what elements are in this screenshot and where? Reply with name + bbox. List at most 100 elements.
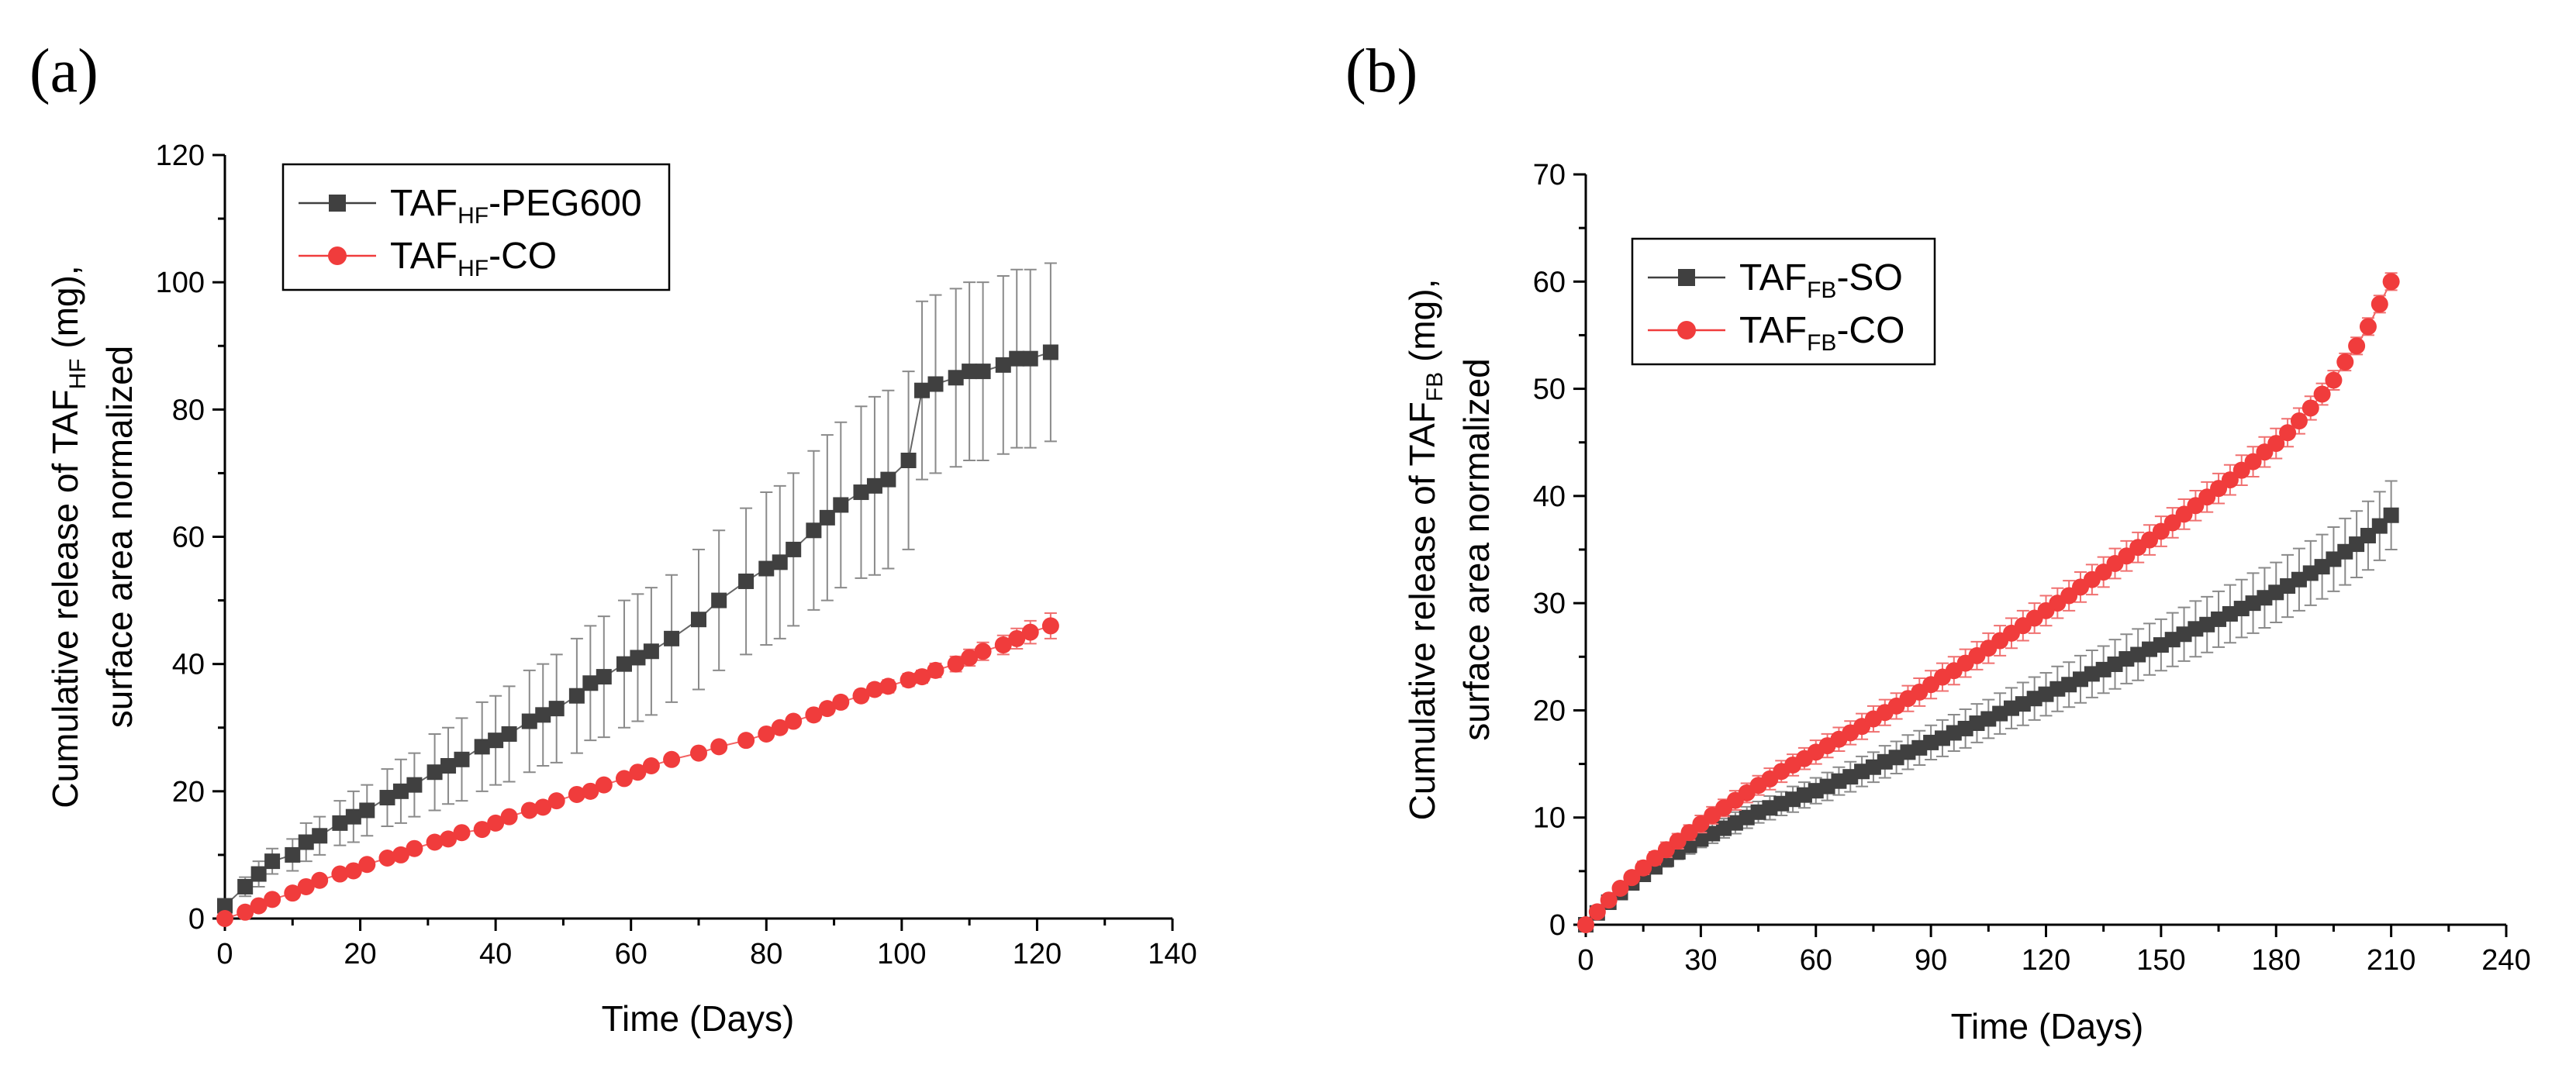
data-point: [1042, 344, 1058, 360]
series-b-1: [1577, 272, 2400, 933]
y-axis-title-line2: surface area normalized: [1456, 358, 1497, 740]
data-point: [615, 770, 633, 788]
data-point: [866, 477, 882, 494]
chart-panel-a: (a) 0 20 40 60 80 100 120 140 0 20 40 60 80 100 120 Time…: [29, 37, 1197, 1039]
data-point: [948, 370, 964, 386]
data-point: [2371, 295, 2388, 313]
data-point: [2244, 453, 2262, 471]
data-point: [345, 808, 361, 825]
data-point: [1577, 916, 1594, 933]
data-point: [2325, 371, 2343, 389]
data-point: [1600, 891, 1618, 909]
data-point: [947, 655, 965, 673]
y-tick-label: 120: [156, 140, 205, 172]
data-point: [440, 758, 457, 774]
legend-marker-circle: [1677, 321, 1696, 340]
data-point: [284, 884, 302, 902]
data-point: [880, 471, 896, 488]
data-point: [440, 830, 458, 848]
data-point: [643, 643, 659, 660]
y-tick-label: 20: [172, 776, 205, 808]
chart-panel-b: (b) 0 30 60 90 120 150 180 210 240 0 10 20 30 40 50 60 70…: [1345, 37, 2531, 1046]
data-point: [2290, 412, 2308, 430]
legend-label-suffix: -CO: [489, 236, 557, 277]
y-axis-title-line1: Cumulative release of TAFHF (mg),: [45, 265, 91, 808]
y-axis-title-line1: Cumulative release of TAFFB (mg),: [1402, 279, 1448, 821]
y-axis-title-line1-suffix: (mg),: [1402, 279, 1442, 372]
legend-marker-square: [329, 195, 346, 212]
x-tick-label: 180: [2252, 944, 2301, 977]
data-point: [568, 785, 585, 803]
data-point: [378, 850, 396, 867]
data-point: [237, 903, 254, 921]
data-point: [331, 865, 349, 883]
data-point: [453, 824, 471, 842]
data-point: [833, 497, 849, 513]
legend-label-main: TAF: [390, 236, 458, 277]
legend-label-main: TAF: [390, 183, 458, 224]
data-point: [913, 668, 931, 686]
x-tick-label: 140: [1148, 938, 1196, 970]
series-a-1: [216, 612, 1059, 927]
legend-label: TAFFB-SO: [1739, 257, 1903, 303]
data-point: [2336, 353, 2354, 371]
data-point: [1635, 859, 1652, 877]
y-tick-label: 40: [172, 649, 205, 681]
data-point: [312, 828, 328, 844]
y-tick-label: 30: [1533, 588, 1566, 620]
legend-box: [1631, 237, 1936, 366]
data-point: [379, 790, 395, 806]
data-point: [426, 764, 443, 781]
x-tick-label: 20: [344, 938, 376, 970]
y-axis-title-line1-main: Cumulative release of TAF: [1402, 402, 1442, 820]
legend-label-subscript: HF: [458, 203, 489, 229]
data-point: [534, 798, 552, 816]
data-point: [216, 910, 233, 927]
data-point: [520, 801, 538, 819]
data-point: [975, 364, 991, 380]
data-point: [297, 877, 315, 895]
data-point: [473, 821, 491, 839]
data-point: [2383, 507, 2399, 523]
data-point: [500, 808, 518, 826]
data-point: [927, 376, 944, 392]
data-point: [2267, 435, 2285, 453]
data-point: [237, 878, 254, 894]
data-point: [2382, 273, 2400, 291]
data-point: [995, 357, 1011, 373]
x-tick-label: 60: [1800, 944, 1832, 977]
y-axis-title-line1-subscript: FB: [1422, 372, 1448, 402]
data-point: [487, 814, 505, 832]
data-point: [819, 509, 835, 526]
data-point: [737, 732, 755, 750]
x-tick-label: 60: [615, 938, 647, 970]
x-axis-title: Time (Days): [1951, 1006, 2144, 1046]
data-point: [311, 871, 329, 889]
y-axis-title-line1-suffix: (mg),: [45, 265, 85, 358]
x-tick-label: 90: [1915, 944, 1947, 977]
x-tick-label: 0: [216, 938, 233, 970]
legend-label: TAFHF-CO: [390, 236, 557, 281]
legend-marker-square: [1678, 269, 1695, 286]
y-axis-title-line1-subscript: HF: [65, 358, 91, 389]
data-point: [1021, 623, 1039, 641]
panel-label-b: (b): [1345, 37, 1417, 105]
legend-label-main: TAF: [1739, 310, 1807, 351]
y-tick-label: 70: [1533, 159, 1566, 191]
data-point: [535, 707, 551, 723]
data-point: [994, 636, 1012, 654]
data-point: [786, 541, 802, 557]
data-point: [852, 687, 870, 705]
data-point: [406, 777, 423, 793]
series-b-0: [1578, 480, 2399, 932]
data-point: [853, 484, 869, 501]
data-point: [358, 856, 376, 874]
data-point: [474, 739, 490, 755]
data-point: [785, 712, 803, 730]
data-point: [690, 744, 707, 762]
legend-label-subscript: HF: [458, 256, 489, 281]
y-tick-label: 40: [1533, 481, 1566, 513]
